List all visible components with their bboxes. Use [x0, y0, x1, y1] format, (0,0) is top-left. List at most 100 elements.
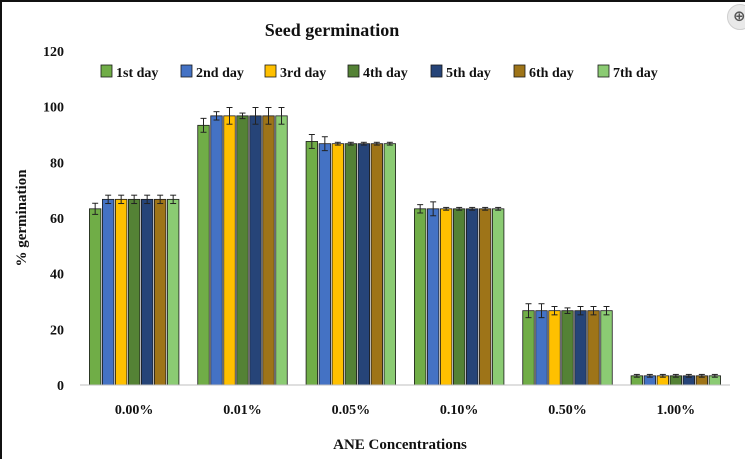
legend-item: 6th day	[513, 64, 574, 81]
bar-1st-day-0.50pct	[522, 310, 535, 386]
legend-item: 2nd day	[180, 64, 244, 81]
error-bar	[157, 194, 164, 205]
x-tick-label: 0.50%	[548, 403, 587, 418]
error-bar	[469, 206, 476, 211]
legend-swatch	[430, 64, 443, 78]
bar-5th-day-0.00pct	[141, 198, 154, 386]
y-tick-label: 0	[57, 379, 64, 394]
legend-item: 4th day	[347, 64, 408, 81]
legend-label: 6th day	[529, 66, 574, 81]
error-bar	[213, 111, 220, 121]
y-tick-label: 40	[50, 268, 64, 283]
bar-2nd-day-0.00pct	[102, 198, 115, 386]
error-bar	[482, 206, 489, 211]
error-bar	[538, 303, 545, 319]
error-bar	[443, 206, 450, 211]
error-bar	[118, 194, 125, 205]
error-bar	[265, 107, 272, 125]
bar-6th-day-0.00pct	[154, 198, 167, 386]
error-bar	[672, 373, 679, 378]
error-bar	[711, 373, 718, 378]
bar-5th-day-0.10pct	[466, 208, 479, 386]
legend-label: 1st day	[116, 66, 158, 81]
legend-swatch	[597, 64, 610, 78]
error-bar	[278, 107, 285, 125]
error-bar	[373, 141, 380, 146]
y-tick-label: 20	[50, 323, 64, 338]
bar-4th-day-0.00pct	[128, 198, 141, 386]
error-bars	[92, 107, 718, 378]
legend-item: 5th day	[430, 64, 491, 81]
error-bar	[92, 202, 99, 215]
bar-7th-day-0.01pct	[275, 115, 288, 386]
bar-7th-day-0.10pct	[492, 208, 505, 386]
bar-7th-day-0.05pct	[383, 143, 396, 386]
error-bar	[551, 306, 558, 316]
error-bar	[430, 201, 437, 217]
bar-2nd-day-0.05pct	[318, 143, 331, 386]
bar-3rd-day-0.01pct	[223, 115, 236, 386]
legend-item: 1st day	[100, 64, 158, 81]
x-axis-ticks: 0.00% 0.01% 0.05% 0.10% 0.50% 1.00%	[115, 403, 695, 418]
bar-6th-day-0.05pct	[370, 143, 383, 386]
bar-2nd-day-0.01pct	[210, 115, 223, 386]
bar-1st-day-0.05pct	[305, 141, 318, 386]
error-bar	[200, 117, 207, 133]
legend-swatch	[180, 64, 193, 78]
bar-3rd-day-0.00pct	[115, 198, 128, 386]
y-tick-label: 60	[50, 212, 64, 227]
error-bar	[347, 141, 354, 146]
error-bar	[252, 107, 259, 125]
y-axis-label: % germination	[14, 169, 30, 267]
y-tick-label: 80	[50, 156, 64, 171]
legend-label: 3rd day	[280, 66, 326, 81]
x-tick-label: 1.00%	[657, 403, 696, 418]
error-bar	[698, 373, 705, 378]
error-bar	[646, 373, 653, 378]
error-bar	[659, 373, 666, 378]
x-tick-label: 0.05%	[332, 403, 371, 418]
error-bar	[633, 373, 640, 378]
bar-4th-day-0.10pct	[453, 208, 466, 386]
error-bar	[105, 194, 112, 205]
x-axis-label: ANE Concentrations	[333, 437, 467, 453]
error-bar	[603, 306, 610, 316]
bar-7th-day-0.50pct	[600, 310, 613, 386]
bar-5th-day-0.01pct	[249, 115, 262, 386]
bar-4th-day-0.05pct	[344, 143, 357, 386]
bar-6th-day-0.01pct	[262, 115, 275, 386]
bar-6th-day-0.10pct	[479, 208, 492, 386]
error-bar	[564, 307, 571, 314]
bar-2nd-day-0.10pct	[427, 208, 440, 386]
error-bar	[170, 194, 177, 205]
bar-1st-day-0.00pct	[89, 208, 102, 386]
error-bar	[226, 107, 233, 125]
error-bar	[590, 306, 597, 316]
x-tick-label: 0.01%	[223, 403, 262, 418]
error-bar	[334, 141, 341, 146]
bar-groups	[89, 115, 721, 386]
legend-swatch	[347, 64, 360, 78]
error-bar	[525, 303, 532, 319]
chart-title: Seed germination	[265, 20, 400, 40]
legend-label: 5th day	[446, 66, 491, 81]
zoom-in-icon[interactable]: ⊕	[727, 4, 745, 30]
bar-3rd-day-0.10pct	[440, 208, 453, 386]
error-bar	[321, 136, 328, 152]
bar-2nd-day-0.50pct	[535, 310, 548, 386]
legend-item: 7th day	[597, 64, 658, 81]
legend-swatch	[264, 64, 277, 78]
bar-7th-day-0.00pct	[167, 198, 180, 386]
bar-3rd-day-0.05pct	[331, 143, 344, 386]
bar-5th-day-0.50pct	[574, 310, 587, 386]
bar-6th-day-0.50pct	[587, 310, 600, 386]
legend-swatch	[100, 64, 113, 78]
bar-1st-day-0.01pct	[197, 124, 210, 386]
error-bar	[131, 194, 138, 205]
error-bar	[308, 134, 315, 149]
y-axis-ticks: 0 20 40 60 80 100 120	[43, 45, 64, 394]
error-bar	[685, 373, 692, 378]
error-bar	[239, 112, 246, 120]
error-bar	[577, 306, 584, 316]
